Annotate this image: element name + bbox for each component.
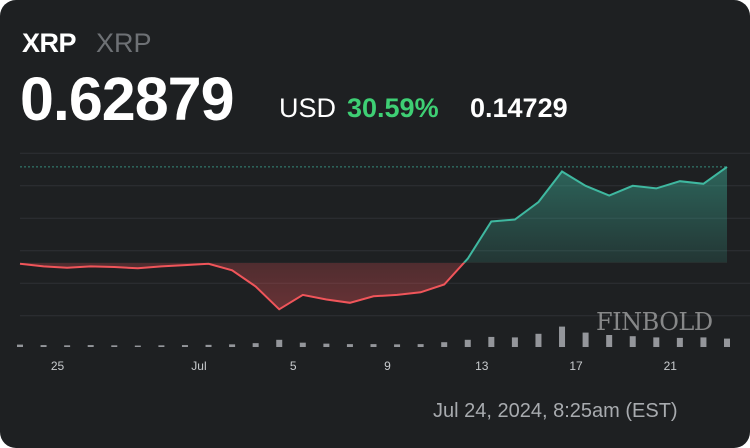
volume-bar [181,345,188,347]
volume-bar [700,337,707,347]
volume-bar [394,344,401,347]
volume-bar [346,344,353,347]
finbold-watermark: FINBOLD [596,308,713,336]
area-fill-up [463,166,727,263]
volume-bar [158,345,165,347]
volume-bar [724,338,730,347]
asset-symbol: XRP [22,28,77,58]
volume-bar [299,342,306,347]
x-tick-label: 13 [475,359,489,373]
asset-name: XRP [96,28,152,58]
change-absolute: 0.14729 [470,93,568,123]
x-tick-label: 5 [290,359,297,373]
volume-bar [323,343,330,347]
volume-bar [229,344,236,347]
x-tick-label: 9 [384,359,391,373]
volume-bar [511,337,518,347]
x-tick-label: 21 [664,359,678,373]
volume-bar [40,345,47,347]
volume-bar [17,344,23,347]
volume-bar [559,326,566,347]
x-axis-ticks: 25 Jul 5 9 13 17 21 [51,359,677,373]
x-tick-label: 17 [569,359,583,373]
current-price: 0.62879 [20,65,234,133]
area-fill-down [20,262,727,310]
x-tick-label: 25 [51,359,65,373]
volume-bar [653,337,660,347]
price-line-down [19,262,466,311]
volume-bar [582,332,589,347]
volume-bar [252,343,259,347]
volume-bar [535,333,542,347]
currency-label: USD [279,93,337,123]
volume-bar [370,344,377,347]
timestamp: Jul 24, 2024, 8:25am (EST) [433,400,678,422]
volume-bar [111,345,118,347]
volume-bar [441,342,448,347]
price-line-up [462,166,728,263]
volume-bar [488,336,495,347]
volume-bar [606,335,613,347]
volume-bar [417,344,424,347]
volume-bar [629,336,636,347]
volume-bar [276,339,283,347]
volume-bar [87,345,94,347]
volume-bar [134,345,141,347]
volume-bar [64,345,71,347]
price-chart[interactable]: 25 Jul 5 9 13 17 21 [0,150,750,380]
volume-bar [464,339,471,347]
volume-bars [17,326,730,347]
change-percent: 30.59% [347,93,439,123]
x-tick-label: Jul [191,359,206,373]
volume-bar [205,344,212,347]
volume-bar [676,337,683,347]
